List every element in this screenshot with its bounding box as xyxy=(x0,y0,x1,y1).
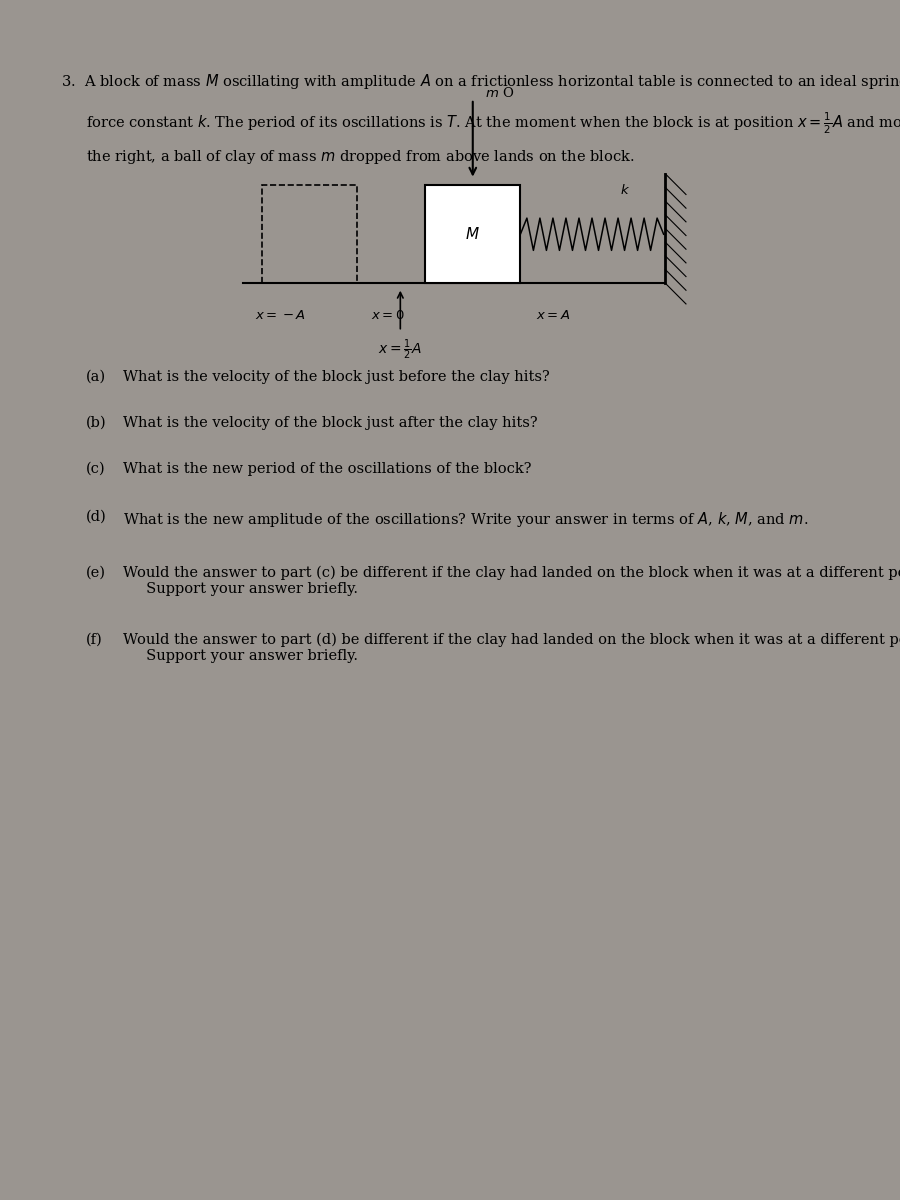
Text: force constant $k$. The period of its oscillations is $T$. At the moment when th: force constant $k$. The period of its os… xyxy=(86,110,900,136)
Text: $x=A$: $x=A$ xyxy=(536,308,571,322)
Text: 3.  A block of mass $M$ oscillating with amplitude $A$ on a frictionless horizon: 3. A block of mass $M$ oscillating with … xyxy=(61,72,900,91)
Text: (a): (a) xyxy=(86,370,106,384)
Text: (f): (f) xyxy=(86,632,103,647)
Bar xyxy=(262,185,356,283)
Text: What is the new period of the oscillations of the block?: What is the new period of the oscillatio… xyxy=(123,462,531,475)
Text: Would the answer to part (d) be different if the clay had landed on the block wh: Would the answer to part (d) be differen… xyxy=(123,632,900,662)
Text: $k$: $k$ xyxy=(620,184,630,197)
Text: (d): (d) xyxy=(86,510,106,524)
Text: (e): (e) xyxy=(86,565,105,580)
Text: What is the velocity of the block just before the clay hits?: What is the velocity of the block just b… xyxy=(123,370,550,384)
Text: $x=-A$: $x=-A$ xyxy=(255,308,306,322)
Text: Would the answer to part (c) be different if the clay had landed on the block wh: Would the answer to part (c) be differen… xyxy=(123,565,900,596)
Text: What is the velocity of the block just after the clay hits?: What is the velocity of the block just a… xyxy=(123,415,537,430)
Text: $m$ O: $m$ O xyxy=(485,86,515,100)
Text: (c): (c) xyxy=(86,462,105,475)
Text: $x=0$: $x=0$ xyxy=(371,308,405,322)
Text: the right, a ball of clay of mass $m$ dropped from above lands on the block.: the right, a ball of clay of mass $m$ dr… xyxy=(86,149,634,167)
Text: What is the new amplitude of the oscillations? Write your answer in terms of $A$: What is the new amplitude of the oscilla… xyxy=(123,510,808,529)
Text: $x= \frac{1}{2}A$: $x= \frac{1}{2}A$ xyxy=(378,337,422,361)
Text: $M$: $M$ xyxy=(465,227,480,242)
Bar xyxy=(425,185,520,283)
Text: (b): (b) xyxy=(86,415,106,430)
